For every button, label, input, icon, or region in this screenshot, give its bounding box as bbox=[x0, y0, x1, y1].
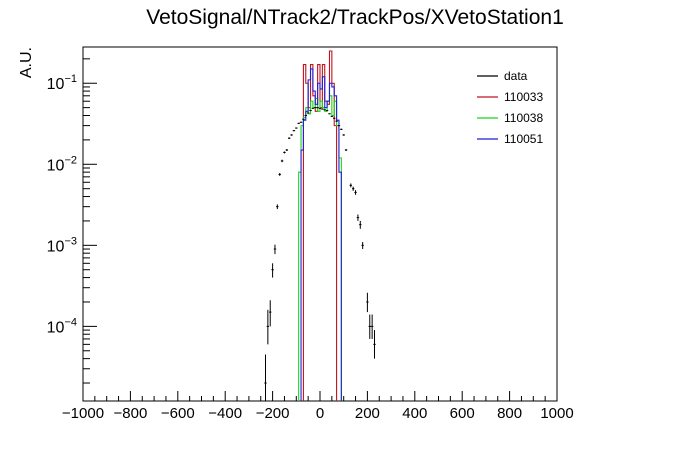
x-tick-label: −1000 bbox=[62, 405, 104, 422]
y-tick-label: 10−1 bbox=[47, 73, 77, 93]
legend-label-data: data bbox=[504, 69, 528, 83]
chart-title: VetoSignal/NTrack2/TrackPos/XVetoStation… bbox=[146, 6, 564, 29]
x-tick-label: −200 bbox=[256, 405, 290, 422]
x-tick-label: 0 bbox=[316, 405, 324, 422]
legend-label-110038: 110038 bbox=[504, 111, 543, 125]
y-tick-label: 10−2 bbox=[47, 154, 77, 174]
data-points-layer bbox=[264, 107, 376, 401]
x-tick-label: 600 bbox=[450, 405, 475, 422]
x-tick-label: 400 bbox=[402, 405, 427, 422]
y-tick-label: 10−4 bbox=[47, 316, 77, 336]
x-tick-label: 200 bbox=[355, 405, 380, 422]
legend-label-110051: 110051 bbox=[504, 132, 543, 146]
histogram-layer bbox=[298, 50, 342, 401]
legend-label-110033: 110033 bbox=[504, 90, 543, 104]
histogram-110051 bbox=[300, 68, 342, 401]
legend: data 110033 110038 110051 bbox=[477, 69, 543, 146]
x-tick-label: −800 bbox=[114, 405, 148, 422]
axes-layer: −1000 −800 −600 −400 −200 0 200 400 600 800 1000 10… bbox=[47, 58, 574, 422]
y-tick-label: 10−3 bbox=[47, 235, 77, 255]
histogram-110038 bbox=[298, 95, 342, 401]
plot-area bbox=[264, 50, 376, 401]
x-tick-label: 800 bbox=[497, 405, 522, 422]
x-tick-label: −400 bbox=[208, 405, 242, 422]
x-tick-label: 1000 bbox=[540, 405, 573, 422]
x-tick-label: −600 bbox=[161, 405, 195, 422]
y-axis-label: A.U. bbox=[18, 47, 35, 78]
